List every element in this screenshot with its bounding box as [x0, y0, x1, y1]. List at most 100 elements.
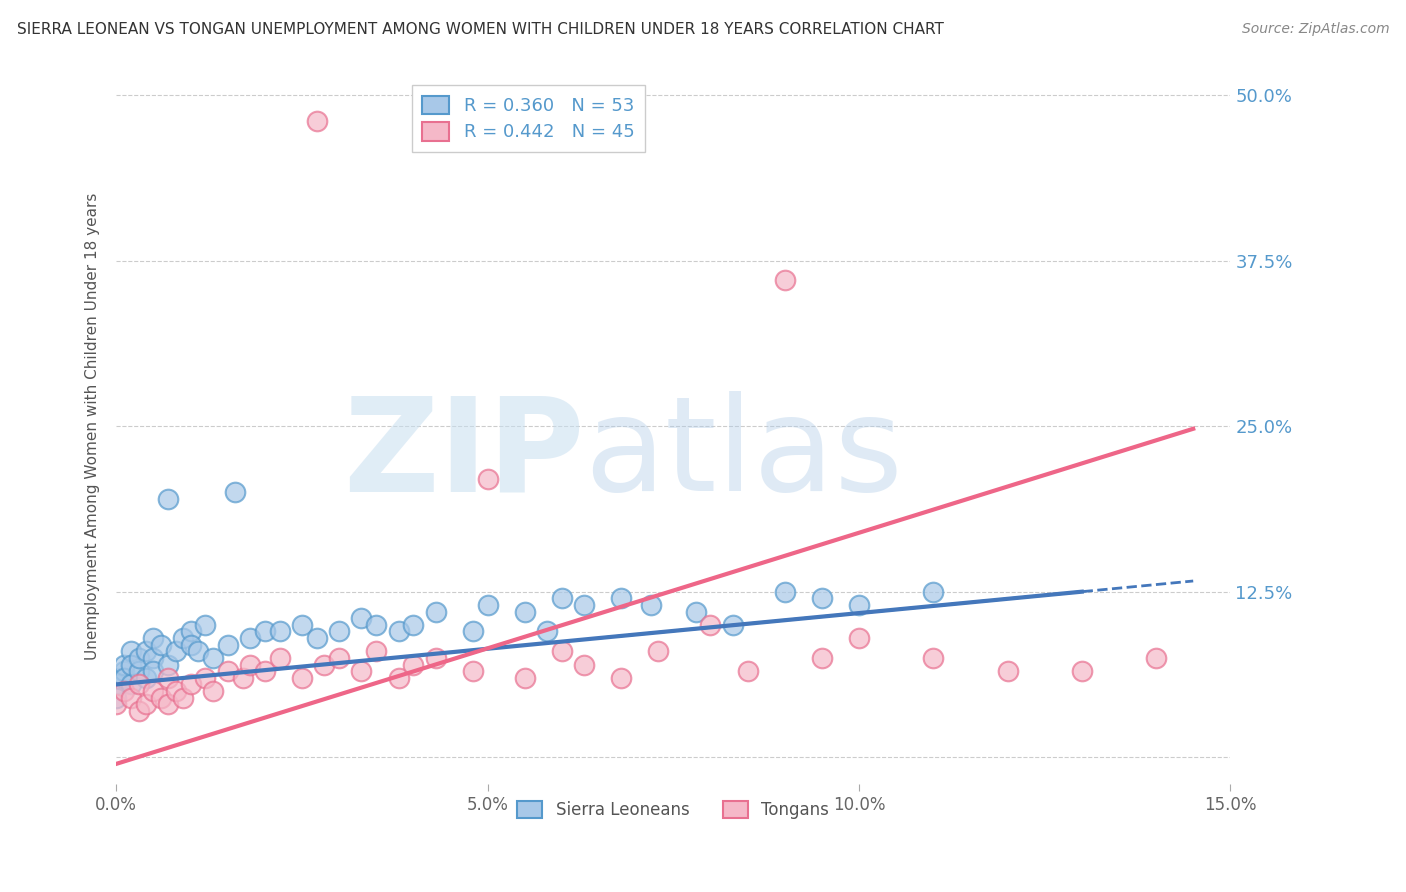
Point: [848, 631, 870, 645]
Point: [640, 598, 662, 612]
Point: [105, 690, 128, 705]
Point: [135, 671, 157, 685]
Point: [610, 671, 633, 685]
Point: [239, 657, 262, 672]
Point: [314, 657, 336, 672]
Point: [461, 664, 484, 678]
Point: [477, 598, 499, 612]
Point: [224, 485, 246, 500]
Point: [112, 664, 135, 678]
Point: [291, 617, 314, 632]
Text: SIERRA LEONEAN VS TONGAN UNEMPLOYMENT AMONG WOMEN WITH CHILDREN UNDER 18 YEARS C: SIERRA LEONEAN VS TONGAN UNEMPLOYMENT AM…: [17, 22, 943, 37]
Point: [425, 651, 447, 665]
Point: [922, 651, 945, 665]
Point: [157, 698, 180, 712]
Point: [128, 664, 150, 678]
Point: [425, 605, 447, 619]
Point: [536, 624, 558, 639]
Point: [142, 651, 165, 665]
Point: [328, 624, 350, 639]
Point: [165, 644, 187, 658]
Point: [366, 617, 388, 632]
Point: [165, 684, 187, 698]
Point: [149, 638, 172, 652]
Text: ZIP: ZIP: [343, 392, 583, 518]
Point: [402, 617, 425, 632]
Point: [461, 624, 484, 639]
Point: [721, 617, 744, 632]
Point: [194, 671, 217, 685]
Point: [180, 638, 202, 652]
Point: [269, 651, 291, 665]
Point: [142, 631, 165, 645]
Point: [737, 664, 759, 678]
Point: [572, 657, 595, 672]
Point: [685, 605, 707, 619]
Point: [513, 605, 536, 619]
Point: [120, 690, 142, 705]
Point: [387, 624, 409, 639]
Point: [112, 657, 135, 672]
Y-axis label: Unemployment Among Women with Children Under 18 years: Unemployment Among Women with Children U…: [86, 193, 100, 660]
Point: [142, 664, 165, 678]
Point: [201, 651, 224, 665]
Point: [120, 677, 142, 691]
Point: [217, 638, 239, 652]
Text: atlas: atlas: [583, 392, 903, 518]
Point: [773, 273, 796, 287]
Point: [610, 591, 633, 606]
Point: [572, 598, 595, 612]
Point: [513, 671, 536, 685]
Point: [135, 698, 157, 712]
Point: [112, 671, 135, 685]
Point: [180, 624, 202, 639]
Point: [157, 657, 180, 672]
Point: [128, 677, 150, 691]
Point: [305, 114, 328, 128]
Point: [142, 684, 165, 698]
Point: [105, 698, 128, 712]
Point: [172, 690, 194, 705]
Point: [811, 651, 834, 665]
Point: [291, 671, 314, 685]
Point: [180, 677, 202, 691]
Point: [350, 611, 373, 625]
Point: [328, 651, 350, 665]
Point: [105, 671, 128, 685]
Text: Source: ZipAtlas.com: Source: ZipAtlas.com: [1241, 22, 1389, 37]
Point: [848, 598, 870, 612]
Point: [1070, 664, 1092, 678]
Point: [187, 644, 209, 658]
Point: [120, 644, 142, 658]
Point: [157, 671, 180, 685]
Point: [366, 644, 388, 658]
Point: [922, 584, 945, 599]
Point: [239, 631, 262, 645]
Point: [120, 657, 142, 672]
Point: [551, 644, 574, 658]
Point: [128, 651, 150, 665]
Point: [172, 631, 194, 645]
Point: [773, 584, 796, 599]
Point: [1144, 651, 1167, 665]
Point: [253, 664, 276, 678]
Point: [112, 684, 135, 698]
Point: [402, 657, 425, 672]
Point: [105, 677, 128, 691]
Point: [811, 591, 834, 606]
Point: [997, 664, 1019, 678]
Point: [699, 617, 721, 632]
Point: [647, 644, 669, 658]
Point: [477, 472, 499, 486]
Legend: Sierra Leoneans, Tongans: Sierra Leoneans, Tongans: [510, 794, 835, 825]
Point: [305, 631, 328, 645]
Point: [194, 617, 217, 632]
Point: [387, 671, 409, 685]
Point: [253, 624, 276, 639]
Point: [269, 624, 291, 639]
Point: [217, 664, 239, 678]
Point: [128, 704, 150, 718]
Point: [149, 690, 172, 705]
Point: [157, 491, 180, 506]
Point: [350, 664, 373, 678]
